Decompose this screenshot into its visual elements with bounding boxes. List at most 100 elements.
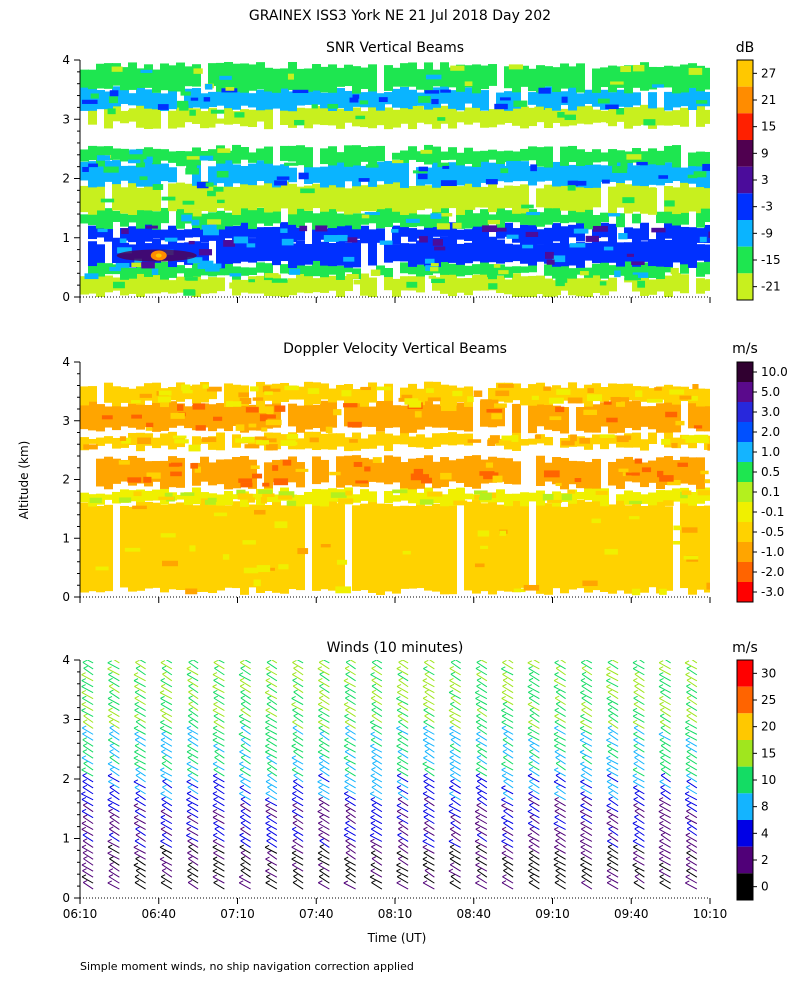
colorbar-label: 21: [761, 93, 776, 107]
wind-barb-feather: [554, 796, 559, 800]
heatmap-cell: [592, 383, 601, 400]
wind-barb-feather: [83, 665, 88, 669]
heatmap-cell: [600, 387, 609, 402]
heatmap-cell: [584, 105, 593, 125]
wind-barb-feather: [684, 815, 690, 818]
heatmap-cell: [440, 227, 449, 237]
heatmap-cell: [664, 223, 673, 239]
wind-barb: [375, 660, 383, 664]
heatmap-cell: [681, 435, 695, 440]
wind-barb: [686, 840, 698, 848]
wind-barb-feather: [267, 695, 272, 699]
wind-barb: [135, 870, 146, 878]
heatmap-cell: [672, 187, 681, 215]
heatmap-cell: [336, 384, 345, 401]
wind-barb: [319, 870, 330, 878]
wind-barb: [608, 816, 619, 825]
heatmap-cell: [528, 384, 537, 406]
heatmap-cell: [240, 279, 249, 293]
heatmap-cell: [440, 151, 449, 161]
wind-barb-feather: [344, 802, 350, 806]
wind-barb: [553, 739, 566, 747]
heatmap-cell: [483, 472, 499, 480]
heatmap-cell: [408, 436, 417, 448]
wind-barb: [82, 816, 94, 825]
heatmap-cell: [160, 261, 169, 280]
wind-barb-feather: [159, 690, 165, 694]
heatmap-cell: [480, 90, 489, 111]
wind-barb-feather: [265, 707, 270, 711]
wind-barb: [449, 864, 461, 872]
heatmap-cell: [96, 404, 105, 432]
wind-barb-feather: [477, 796, 482, 800]
heatmap-cell: [216, 186, 225, 209]
heatmap-cell: [216, 500, 225, 591]
colorbar-cell: [737, 686, 753, 714]
heatmap-cell: [487, 219, 500, 225]
heatmap-cell: [648, 499, 657, 588]
heatmap-cell: [327, 103, 339, 109]
wind-barb-feather: [212, 856, 218, 860]
wind-barb: [501, 858, 514, 866]
wind-barb-feather: [109, 689, 114, 693]
wind-barb: [581, 757, 593, 765]
wind-barb-feather: [528, 665, 533, 669]
wind-barb: [554, 852, 566, 860]
heatmap-cell: [286, 500, 297, 506]
colorbar-label: 1.0: [761, 445, 780, 459]
wind-barb: [632, 668, 645, 676]
wind-barb: [581, 870, 593, 878]
wind-barb-feather: [424, 868, 430, 871]
heatmap-cell: [536, 147, 545, 167]
wind-barb: [579, 751, 593, 759]
heatmap-cell: [700, 470, 709, 475]
heatmap-cell: [632, 213, 641, 224]
wind-barb-feather: [475, 649, 479, 651]
wind-barb-feather: [554, 844, 559, 848]
colorbar-cell: [737, 873, 753, 900]
heatmap-cell: [512, 104, 521, 126]
wind-barb-feather: [134, 683, 139, 687]
wind-barb: [396, 810, 409, 819]
wind-barb-feather: [684, 660, 690, 664]
heatmap-cell: [440, 62, 449, 87]
heatmap-cell: [608, 104, 617, 127]
wind-barb: [632, 662, 645, 670]
colorbar-cell: [737, 402, 753, 422]
heatmap-cell: [431, 278, 445, 284]
heatmap-cell: [525, 231, 539, 238]
wind-barb-feather: [659, 779, 664, 782]
heatmap-cell: [256, 565, 271, 573]
heatmap-cell: [129, 108, 145, 113]
wind-barb: [607, 751, 619, 759]
wind-barb-feather: [186, 826, 192, 830]
heatmap-cell: [552, 207, 561, 223]
wind-barb-feather: [580, 850, 586, 854]
wind-barb-feather: [581, 766, 587, 770]
heatmap-cell: [544, 66, 553, 87]
wind-barb: [107, 715, 120, 723]
wind-barb-feather: [133, 844, 139, 848]
wind-barb-feather: [134, 796, 140, 800]
wind-barb: [135, 834, 146, 842]
heatmap-cell: [184, 268, 193, 278]
wind-barb-feather: [581, 796, 586, 800]
wind-barb-feather: [161, 850, 167, 854]
wind-barb-feather: [343, 755, 349, 759]
wind-barb-feather: [477, 749, 482, 752]
heatmap-cell: [584, 209, 593, 230]
heatmap-cell: [552, 491, 561, 507]
colorbar-label: 9: [761, 146, 769, 160]
heatmap-cell: [160, 149, 169, 161]
wind-barb: [291, 757, 304, 765]
wind-barb-feather: [134, 655, 138, 657]
wind-barb: [423, 781, 435, 789]
heatmap-cell: [192, 163, 201, 186]
wind-barb-feather: [396, 814, 402, 818]
heatmap-cell: [592, 404, 601, 433]
wind-barb: [423, 757, 435, 765]
heatmap-cell: [224, 459, 233, 490]
heatmap-cell: [632, 165, 641, 186]
heatmap-cell: [309, 437, 319, 443]
wind-barb: [82, 775, 94, 783]
